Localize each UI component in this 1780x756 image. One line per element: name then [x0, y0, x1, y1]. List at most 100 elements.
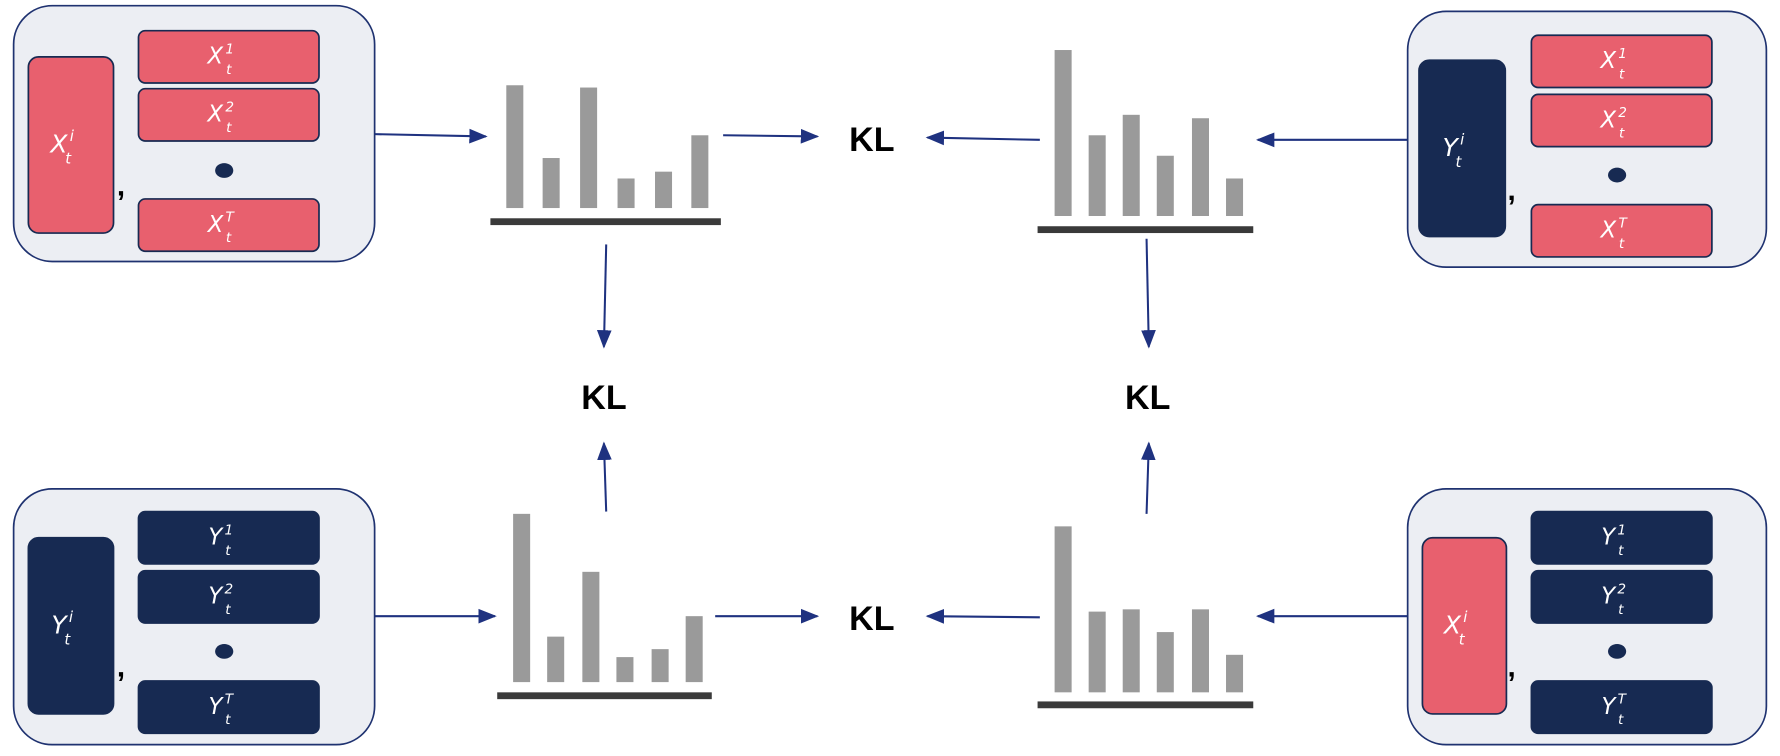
label-base: X [1442, 610, 1462, 639]
item-block [137, 569, 320, 624]
ellipsis-dot [1608, 167, 1627, 183]
item-block [137, 680, 320, 735]
hist-bar [1088, 611, 1106, 693]
label-base: X [1599, 48, 1616, 74]
label-base: X [48, 129, 68, 158]
separator: , [1508, 650, 1516, 683]
item-block [137, 510, 320, 565]
hist-base [1037, 701, 1254, 709]
item-block [1530, 34, 1713, 89]
hist-bar [1054, 50, 1072, 216]
label-base: X [1600, 218, 1617, 244]
arrow [374, 128, 488, 144]
label-sub: t [226, 62, 232, 78]
hist-base [1037, 226, 1254, 234]
ellipsis-dot [215, 163, 234, 178]
label-sup: i [1463, 608, 1468, 626]
separator: , [117, 170, 125, 203]
separator: , [1508, 174, 1516, 207]
item-block [1530, 203, 1713, 258]
hist-bar [691, 135, 709, 209]
separator: , [117, 650, 125, 683]
label-sup: T [1618, 692, 1628, 708]
hist-bar [1088, 135, 1106, 216]
label-base: Y [1443, 133, 1460, 162]
hist-base [490, 218, 721, 226]
arrow [1141, 238, 1156, 349]
hist-bar [1226, 178, 1244, 216]
hist-bar [542, 158, 560, 209]
hist-bar [685, 616, 703, 683]
arrow [925, 130, 1040, 146]
label-base: Y [51, 610, 68, 639]
hist-bar [617, 178, 635, 209]
label-sup: 1 [225, 41, 234, 57]
hist-bar [580, 87, 598, 209]
label-base: Y [1601, 525, 1617, 551]
label-sup: 2 [225, 99, 234, 115]
hist-bar [1054, 526, 1072, 693]
item-block [137, 87, 320, 142]
item-block [1530, 93, 1713, 148]
label-sup: 1 [1617, 522, 1626, 538]
item-block [137, 198, 320, 253]
label-base: X [207, 102, 224, 128]
ellipsis-dot [215, 644, 234, 659]
label-sub: t [1456, 153, 1463, 171]
histograms [490, 50, 1254, 709]
arrows [374, 128, 1408, 624]
label-sub: t [226, 230, 232, 246]
label-base: Y [208, 584, 224, 610]
hist-base [497, 692, 712, 700]
label-sub: t [1619, 236, 1625, 252]
hist-bar [1122, 114, 1140, 216]
label-base: X [207, 44, 224, 70]
main-block [1418, 59, 1507, 238]
label-sup: 2 [1618, 105, 1627, 121]
label-sub: t [226, 120, 232, 136]
main-block [1421, 536, 1508, 715]
hist-bar [1122, 609, 1140, 693]
label-base: Y [209, 694, 225, 720]
hist-bar [616, 657, 634, 683]
arrow [1140, 441, 1156, 514]
label-sub: t [65, 150, 72, 168]
hist-bar [506, 85, 524, 209]
hist-bar [1191, 118, 1209, 216]
arrow [597, 441, 612, 512]
hist-bar [1191, 609, 1209, 693]
label-sub: t [1459, 631, 1466, 649]
item-block [1530, 569, 1713, 624]
main-block [27, 536, 115, 715]
label-sup: i [70, 127, 75, 145]
ellipsis-dot [1608, 644, 1627, 659]
label-sub: t [225, 543, 231, 559]
label-base: Y [1601, 584, 1617, 610]
main-block [27, 55, 115, 234]
label-sup: T [225, 692, 235, 708]
label-sup: i [69, 608, 74, 626]
hist-bar [1156, 155, 1174, 216]
label-sub: t [1618, 712, 1624, 728]
hist-bar [582, 571, 600, 683]
hist-bar [1156, 632, 1174, 693]
label-sub: t [225, 712, 231, 728]
item-block [137, 29, 320, 84]
label-sup: 2 [225, 581, 234, 597]
label-sub: t [225, 602, 231, 618]
